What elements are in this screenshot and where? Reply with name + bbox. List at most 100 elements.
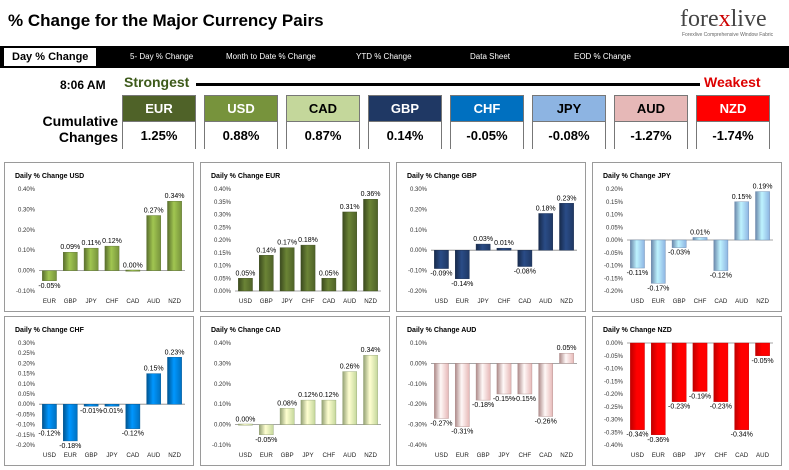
y-tick-label: 0.40% xyxy=(214,187,232,193)
data-label: 0.34% xyxy=(361,347,381,354)
data-label: -0.12% xyxy=(38,431,60,438)
data-label: -0.15% xyxy=(514,396,536,403)
bar-cad xyxy=(125,269,141,272)
bar-aud xyxy=(538,213,554,251)
x-category-label: AUD xyxy=(735,298,749,305)
y-tick-label: 0.30% xyxy=(18,341,36,347)
x-category-label: CHF xyxy=(694,298,707,305)
data-label: -0.14% xyxy=(451,281,473,288)
bar-eur xyxy=(42,270,57,281)
bar-chart: 0.40% 0.30% 0.20% 0.10% 0.00% -0.10%-0.05% EUR… xyxy=(16,187,185,305)
bar-nzd xyxy=(559,203,574,251)
header: % Change for the Major Currency Pairs fo… xyxy=(0,0,789,46)
data-label: 0.19% xyxy=(753,184,773,191)
bar-cad xyxy=(734,342,750,430)
forexlive-logo[interactable]: forexlive Forexlive Comprehensive Window… xyxy=(676,6,780,40)
y-tick-label: 0.20% xyxy=(18,361,36,367)
bar-nzd xyxy=(167,357,182,405)
x-category-label: GBP xyxy=(281,452,294,459)
y-tick-label: 0.05% xyxy=(606,225,624,231)
data-label: -0.12% xyxy=(122,431,144,438)
x-category-label: AUD xyxy=(343,452,357,459)
bar-chart: 0.40% 0.30% 0.20% 0.10% 0.00% -0.10% 0.00% USD -… xyxy=(212,341,381,459)
currency-code: JPY xyxy=(533,96,605,121)
tab-eod-change[interactable]: EOD % Change xyxy=(574,52,631,61)
bar-aud xyxy=(146,373,162,405)
x-category-label: CHF xyxy=(106,298,119,305)
x-category-label: USD xyxy=(435,298,449,305)
data-label: 0.09% xyxy=(60,244,80,251)
bar-eur xyxy=(62,403,78,442)
x-category-label: NZD xyxy=(168,298,181,305)
bar-jpy xyxy=(83,247,99,271)
data-label: 0.17% xyxy=(277,240,297,247)
y-tick-label: 0.20% xyxy=(18,228,36,234)
y-tick-label: -0.40% xyxy=(604,443,624,449)
x-category-label: CAD xyxy=(735,452,749,459)
y-tick-label: -0.20% xyxy=(604,289,624,295)
data-label: -0.08% xyxy=(514,269,536,276)
data-label: -0.03% xyxy=(668,250,690,257)
data-label: -0.36% xyxy=(647,437,669,444)
bar-chart: 0.40%0.35%0.30%0.25%0.20%0.15%0.10%0.05%… xyxy=(214,187,381,305)
bar-cad xyxy=(713,239,729,271)
tab-day-change[interactable]: Day % Change xyxy=(4,48,97,66)
tab-month-to-date-change[interactable]: Month to Date % Change xyxy=(226,52,316,61)
data-label: -0.05% xyxy=(751,358,773,365)
bar-aud xyxy=(734,201,750,241)
y-tick-label: -0.40% xyxy=(408,443,428,449)
x-category-label: GBP xyxy=(673,452,686,459)
bar-chf xyxy=(104,245,120,271)
y-tick-label: -0.10% xyxy=(408,269,428,275)
x-category-label: USD xyxy=(239,298,253,305)
data-label: 0.34% xyxy=(165,193,185,200)
y-tick-label: -0.10% xyxy=(16,289,36,295)
x-category-label: EUR xyxy=(43,298,57,305)
x-category-label: JPY xyxy=(302,452,313,459)
data-label: 0.05% xyxy=(319,270,339,277)
currency-cumulative-value: 0.14% xyxy=(369,121,441,149)
y-tick-label: -0.15% xyxy=(604,276,624,282)
bar-chf xyxy=(496,247,512,251)
data-label: 0.01% xyxy=(494,240,514,247)
chart-panel-usd: Daily % Change USD 0.40% 0.30% 0.20% 0.10% 0.… xyxy=(4,162,194,312)
y-tick-label: 0.00% xyxy=(18,269,36,275)
chart-panel-chf: Daily % Change CHF 0.30% 0.25% 0.20% 0.15% 0.… xyxy=(4,316,194,466)
bar-jpy xyxy=(279,247,295,292)
data-label: 0.26% xyxy=(340,364,360,371)
x-category-label: CHF xyxy=(518,452,531,459)
chart-panel-eur: Daily % Change EUR 0.40% 0.35% 0.30% 0.25% 0.… xyxy=(200,162,390,312)
data-label: -0.26% xyxy=(535,418,557,425)
bar-nzd xyxy=(755,191,770,241)
tab-5-day-change[interactable]: 5- Day % Change xyxy=(130,52,194,61)
bar-usd xyxy=(630,342,645,430)
y-tick-label: 0.15% xyxy=(606,200,624,206)
x-category-label: CHF xyxy=(302,298,315,305)
y-tick-label: 0.00% xyxy=(410,248,428,254)
y-tick-label: 0.20% xyxy=(214,238,232,244)
bar-usd xyxy=(434,249,449,269)
data-label: -0.34% xyxy=(626,432,648,439)
bar-nzd xyxy=(559,353,574,364)
y-tick-label: -0.30% xyxy=(604,418,624,424)
y-tick-label: 0.25% xyxy=(214,225,232,231)
bar-cad xyxy=(517,249,533,267)
y-tick-label: -0.20% xyxy=(604,392,624,398)
currency-code: GBP xyxy=(369,96,441,121)
y-tick-label: -0.10% xyxy=(16,423,36,429)
bar-chf xyxy=(692,237,708,241)
data-label: -0.01% xyxy=(101,408,123,415)
y-tick-label: 0.30% xyxy=(410,187,428,193)
y-tick-label: 0.25% xyxy=(18,351,36,357)
bar-eur xyxy=(650,342,666,436)
bar-gbp xyxy=(258,255,274,292)
x-category-label: CHF xyxy=(322,452,335,459)
bar-chf xyxy=(321,399,337,425)
tab-data-sheet[interactable]: Data Sheet xyxy=(470,52,511,61)
tab-ytd-change[interactable]: YTD % Change xyxy=(356,52,412,61)
x-category-label: NZD xyxy=(756,298,769,305)
y-tick-label: 0.15% xyxy=(214,251,232,257)
logo-wordmark: forexlive xyxy=(680,6,767,32)
data-label: 0.12% xyxy=(298,392,318,399)
currency-code: USD xyxy=(205,96,277,121)
